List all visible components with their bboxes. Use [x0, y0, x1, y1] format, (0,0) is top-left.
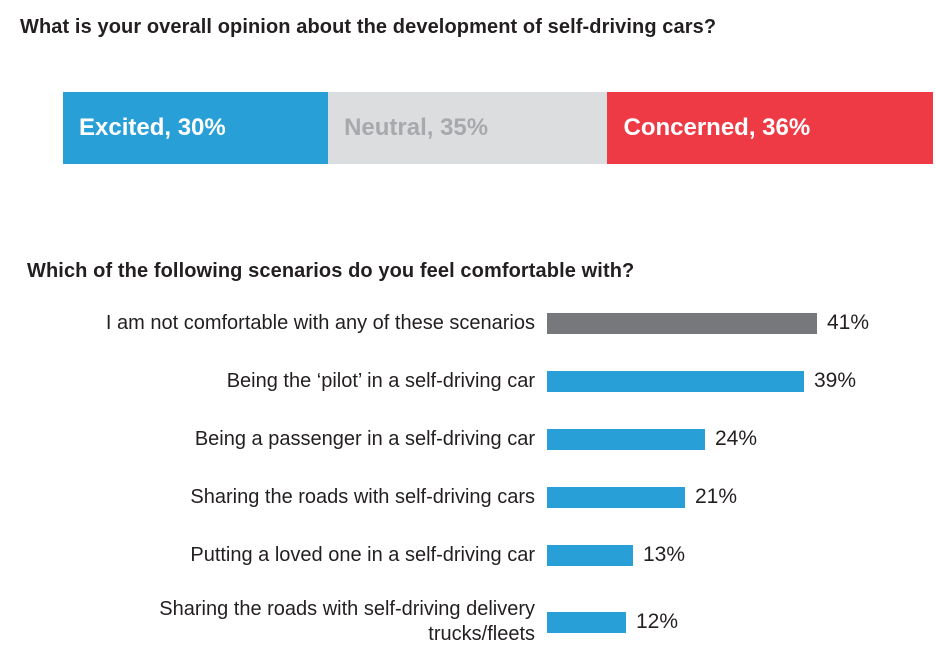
scenario-bar [547, 486, 685, 508]
stacked-bar-segment: Concerned, 36% [607, 92, 933, 164]
bar-track: 13% [547, 543, 685, 567]
comfort-bar-chart: I am not comfortable with any of these s… [0, 294, 936, 660]
bar-track: 24% [547, 427, 757, 451]
comfort-row: Sharing the roads with self-driving cars… [0, 468, 936, 526]
comfort-row: Putting a loved one in a self-driving ca… [0, 526, 936, 584]
bar-track: 21% [547, 485, 737, 509]
comfort-row: Being the ‘pilot’ in a self-driving car … [0, 352, 936, 410]
scenario-bar [547, 370, 804, 392]
scenario-label: Sharing the roads with self-driving cars [190, 485, 535, 508]
scenario-label: Putting a loved one in a self-driving ca… [190, 543, 535, 566]
scenario-label: Being a passenger in a self-driving car [194, 427, 535, 450]
scenario-label: Being the ‘pilot’ in a self-driving car [226, 369, 535, 392]
scenario-value-label: 24% [715, 427, 758, 450]
comfort-row: Being a passenger in a self-driving car … [0, 410, 936, 468]
bar-track: 41% [547, 311, 869, 335]
scenario-value-label: 41% [827, 311, 870, 334]
scenario-bar [547, 312, 817, 334]
segment-label: Neutral, 35% [344, 114, 489, 141]
opinion-question-title: What is your overall opinion about the d… [20, 16, 717, 38]
segment-label: Concerned, 36% [623, 114, 811, 141]
scenario-bar [547, 428, 705, 450]
comfort-row: Sharing the roads with self-driving deli… [0, 584, 936, 660]
scenario-value-label: 39% [814, 369, 857, 392]
comfort-question-title: Which of the following scenarios do you … [27, 260, 635, 282]
stacked-bar-segment: Excited, 30% [63, 92, 329, 164]
scenario-value-label: 21% [695, 485, 738, 508]
scenario-label: Sharing the roads with self-driving deli… [159, 598, 535, 645]
segment-label: Excited, 30% [79, 114, 226, 141]
scenario-value-label: 13% [643, 543, 686, 566]
stacked-bar-segment: Neutral, 35% [328, 92, 608, 164]
scenario-bar [547, 611, 626, 633]
scenario-bar [547, 544, 633, 566]
bar-track: 12% [547, 610, 678, 634]
bar-track: 39% [547, 369, 856, 393]
opinion-stacked-bar: Excited, 30% Neutral, 35% Concerned, 36% [63, 92, 933, 164]
scenario-label: I am not comfortable with any of these s… [105, 311, 535, 334]
comfort-row: I am not comfortable with any of these s… [0, 294, 936, 352]
scenario-value-label: 12% [636, 610, 679, 633]
